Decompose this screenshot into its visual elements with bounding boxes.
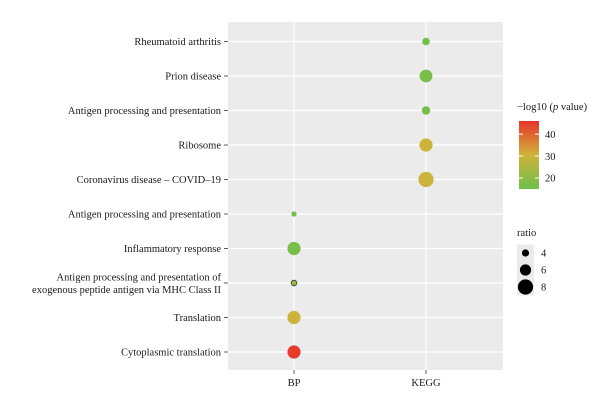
size-legend-point-0 (521, 249, 530, 257)
point-5 (291, 211, 297, 217)
y-axis-labels: Rheumatoid arthritis Prion disease Antigen… (32, 37, 228, 359)
y-tick-label-8: Translation (174, 313, 222, 324)
point-3 (419, 138, 433, 152)
color-legend-tick-label-2: 40 (545, 130, 556, 141)
size-legend-label-2: 8 (541, 283, 546, 294)
size-legend-label-0: 4 (541, 249, 547, 260)
y-tick-label-2: Antigen processing and presentation (68, 106, 222, 117)
y-tick-label-1: Prion disease (165, 72, 221, 83)
point-0 (422, 37, 430, 46)
x-axis-labels: BP KEGG (288, 370, 441, 389)
size-legend-point-2 (517, 279, 534, 295)
point-1 (419, 69, 433, 83)
y-tick-label-0: Rheumatoid arthritis (134, 37, 221, 48)
point-2 (421, 106, 431, 115)
point-7 (290, 279, 298, 287)
point-8 (287, 310, 301, 325)
x-tick-label-kegg: KEGG (411, 378, 441, 389)
point-9 (287, 345, 301, 359)
y-tick-label-3: Ribosome (178, 141, 221, 152)
color-legend-tick-label-0: 20 (545, 174, 556, 185)
point-4 (418, 171, 434, 188)
data-points (287, 37, 434, 359)
color-legend-title: −log10 (p value) (517, 102, 588, 113)
x-tick-label-bp: BP (288, 378, 301, 389)
point-6 (287, 241, 301, 256)
y-tick-label-9: Cytoplasmic translation (121, 348, 222, 359)
color-legend: −log10 (p value) 20 30 40 (517, 102, 588, 189)
size-legend-title: ratio (517, 228, 536, 239)
color-legend-bar (519, 121, 539, 189)
color-legend-tick-label-1: 30 (545, 152, 556, 163)
plot-panel (228, 22, 503, 370)
size-legend-point-1 (519, 264, 532, 276)
y-tick-label-6: Inflammatory response (124, 244, 221, 255)
size-legend-label-1: 6 (541, 266, 546, 277)
y-tick-label-4: Coronavirus disease – COVID–19 (77, 175, 221, 186)
size-legend: ratio 4 6 8 (517, 228, 547, 296)
y-tick-label-5: Antigen processing and presentation (68, 210, 222, 221)
grid-lines (228, 22, 503, 370)
y-tick-label-7: Antigen processing and presentation of ex… (32, 272, 221, 296)
